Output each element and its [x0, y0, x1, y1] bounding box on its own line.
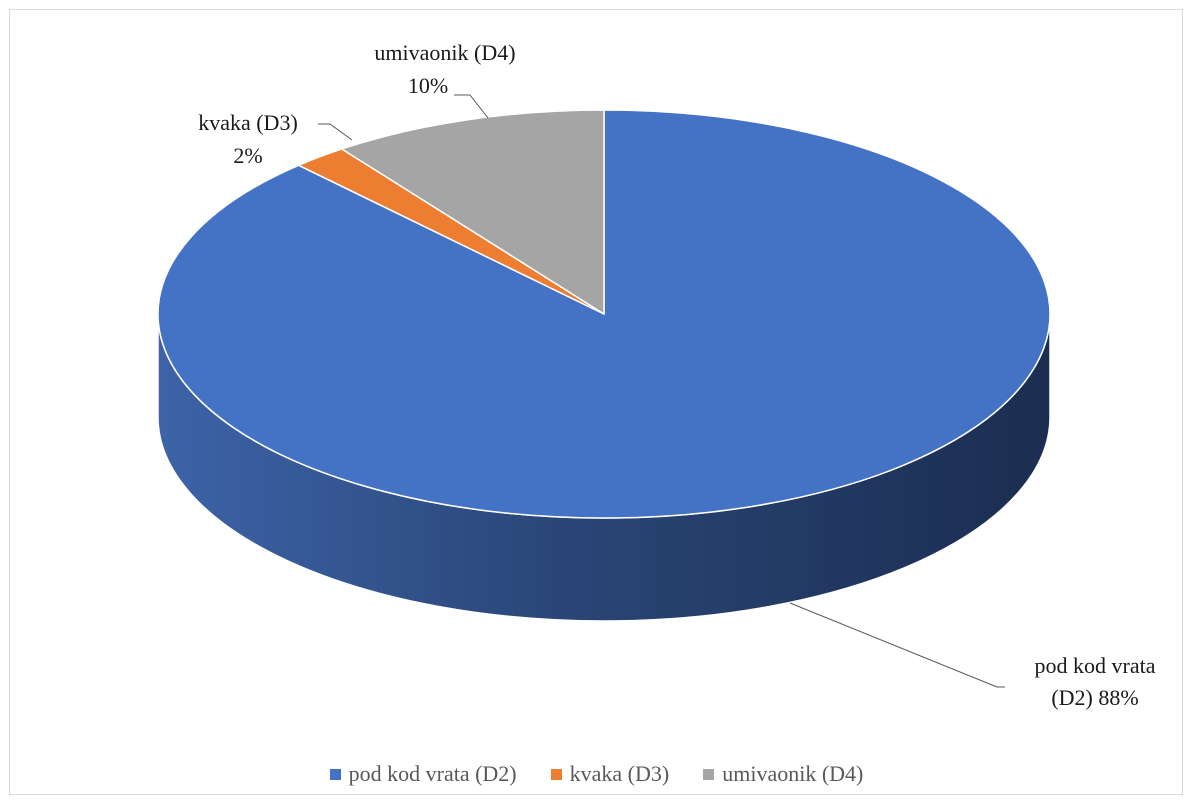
legend-item-d4: umivaonik (D4) — [703, 761, 863, 787]
leader-line-d4 — [454, 94, 489, 119]
data-label-d4-value: 10% — [408, 73, 448, 98]
legend-swatch-d2 — [329, 768, 341, 780]
legend-label-d3: kvaka (D3) — [569, 761, 670, 786]
legend-label-d4: umivaonik (D4) — [722, 761, 864, 786]
leader-line-d3 — [318, 123, 353, 141]
data-label-d2-name: pod kod vrata — [1035, 653, 1156, 678]
data-label-d2-value: (D2) 88% — [1051, 685, 1138, 710]
legend-swatch-d3 — [550, 768, 562, 780]
legend-item-d2: pod kod vrata (D2) — [329, 761, 517, 787]
legend: pod kod vrata (D2) kvaka (D3) umivaonik … — [0, 756, 1193, 792]
data-label-d4-name: umivaonik (D4) — [374, 40, 515, 65]
legend-swatch-d4 — [703, 768, 715, 780]
data-label-d3-name: kvaka (D3) — [198, 110, 298, 135]
slice-d4 — [341, 109, 605, 315]
data-label-d3-value: 2% — [233, 143, 262, 168]
legend-label-d2: pod kod vrata (D2) — [348, 761, 517, 786]
legend-item-d3: kvaka (D3) — [550, 761, 670, 787]
leader-line-d2 — [789, 602, 1005, 688]
